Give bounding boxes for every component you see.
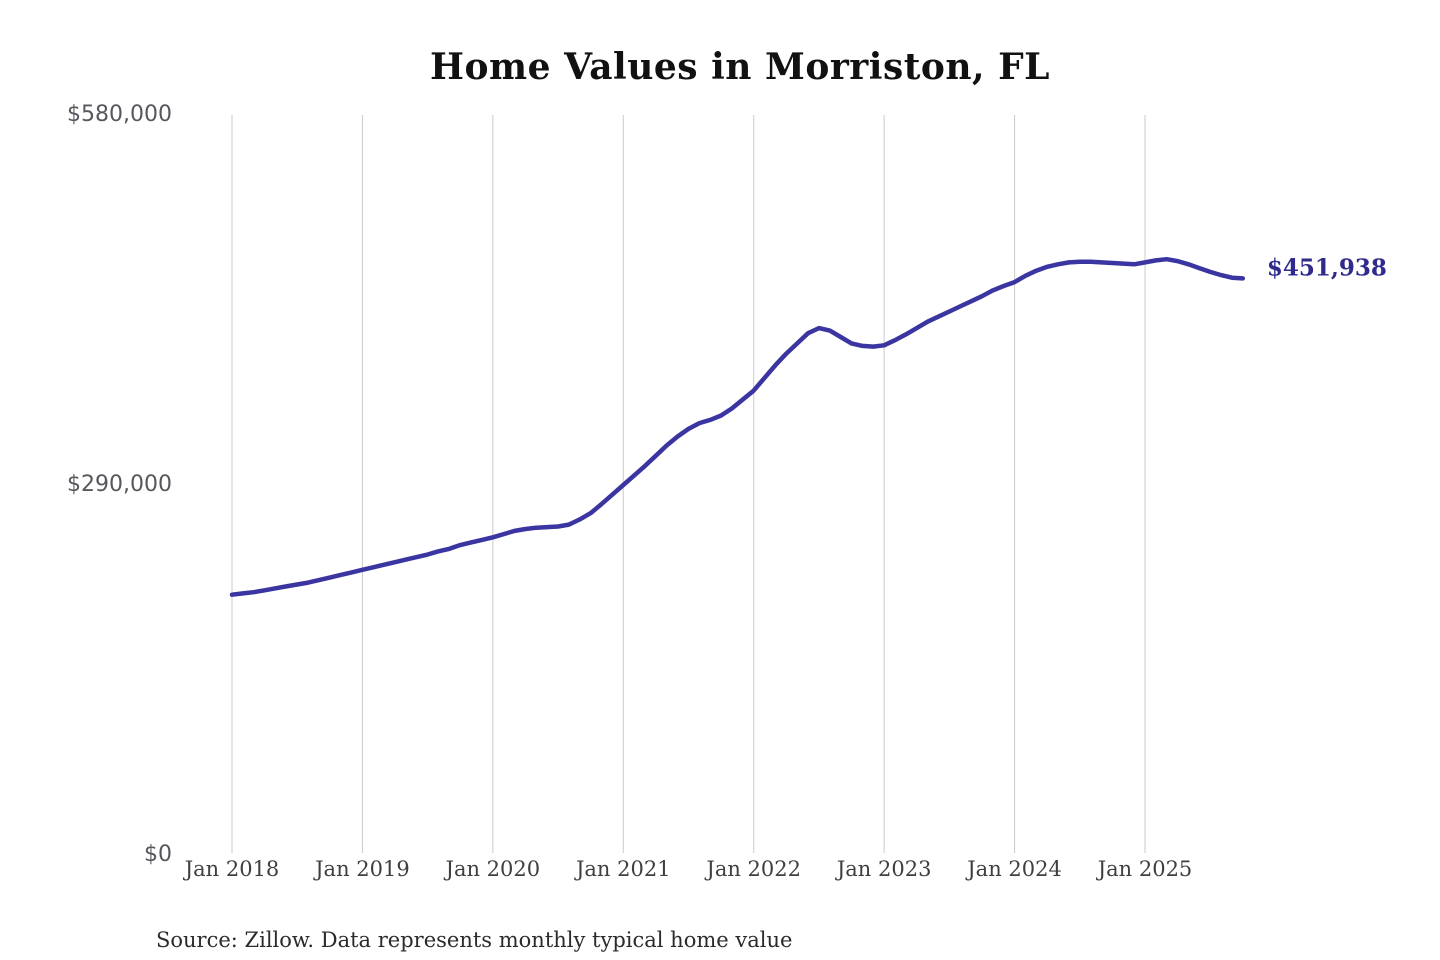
x-tick-label: Jan 2023 bbox=[836, 857, 932, 881]
x-tick-label: Jan 2022 bbox=[706, 857, 801, 881]
x-tick-label: Jan 2024 bbox=[967, 857, 1062, 881]
y-tick-label: $580,000 bbox=[67, 102, 172, 127]
x-tick-label: Jan 2020 bbox=[445, 857, 541, 881]
x-tick-label: Jan 2025 bbox=[1097, 857, 1193, 881]
source-note: Source: Zillow. Data represents monthly … bbox=[156, 928, 793, 952]
y-tick-label: $0 bbox=[144, 842, 172, 867]
x-tick-label: Jan 2021 bbox=[575, 857, 671, 881]
chart-title: Home Values in Morriston, FL bbox=[430, 46, 1050, 88]
y-tick-label: $290,000 bbox=[67, 472, 172, 497]
x-tick-label: Jan 2019 bbox=[315, 857, 410, 881]
home-value-line bbox=[229, 256, 1246, 597]
x-tick-label: Jan 2018 bbox=[184, 857, 280, 881]
latest-value-label: $451,938 bbox=[1266, 254, 1387, 282]
